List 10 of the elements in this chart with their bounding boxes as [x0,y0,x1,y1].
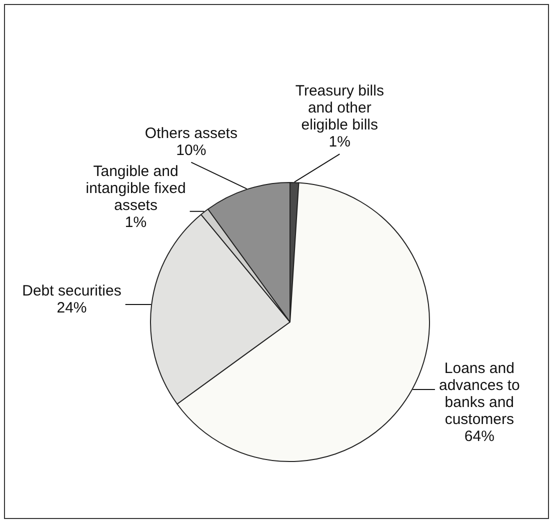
slice-label: Debt securities [22,282,122,300]
data-label: 24% [56,299,87,316]
data-label: 1% [328,134,350,151]
slice-label: Tangible and intangible fixed assets [86,162,186,214]
data-label: 64% [464,428,494,446]
slice-label: Treasury bills and other eligible bills [295,82,384,134]
slice-label: Loans and advances to banks and customers [438,360,520,428]
data-label: 10% [176,142,206,159]
data-label: 1% [124,214,147,231]
slice-label: Others assets [144,124,238,142]
